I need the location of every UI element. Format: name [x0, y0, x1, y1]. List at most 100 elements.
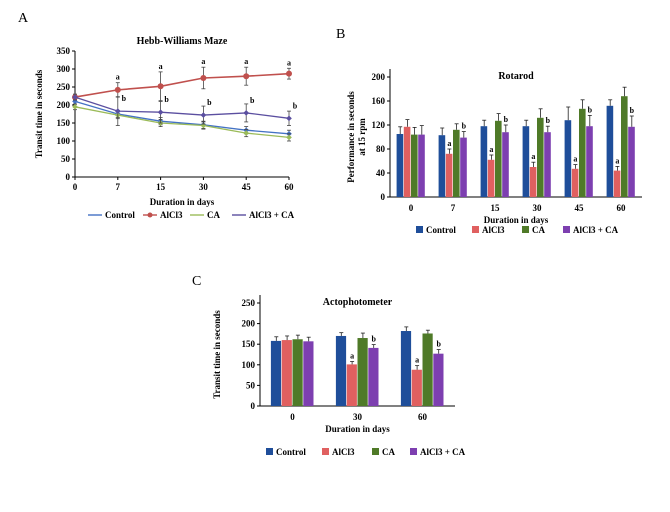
bar — [411, 369, 422, 406]
legend-swatch — [322, 448, 329, 455]
x-tick-label: 0 — [290, 412, 295, 422]
x-tick-label: 0 — [73, 182, 78, 192]
panel-label-a: A — [18, 11, 29, 26]
legend-label: AlCl3 — [332, 447, 355, 457]
y-tick-label: 200 — [242, 319, 256, 329]
y-tick-label: 0 — [381, 192, 386, 202]
data-point — [200, 112, 207, 118]
bar — [460, 137, 467, 197]
y-tick-label: 80 — [376, 144, 386, 154]
y-tick-label: 100 — [242, 360, 256, 370]
series-line-0 — [74, 100, 290, 135]
legend-label: CA — [532, 225, 545, 235]
y-tick-label: 250 — [57, 82, 71, 92]
x-tick-label: 60 — [285, 182, 295, 192]
data-point — [286, 134, 292, 141]
x-tick-label: 7 — [451, 203, 456, 213]
y-tick-label: 250 — [242, 298, 256, 308]
x-tick-label: 60 — [617, 203, 627, 213]
bar — [495, 120, 502, 197]
legend-swatch — [472, 226, 479, 233]
y-tick-label: 50 — [61, 154, 71, 164]
y-tick-label: 150 — [242, 339, 256, 349]
legend-swatch — [410, 448, 417, 455]
bar — [292, 339, 303, 406]
y-tick-label: 0 — [66, 172, 71, 182]
data-point — [243, 130, 250, 136]
chart-title: Rotarod — [498, 71, 534, 82]
x-tick-label: 45 — [575, 203, 585, 213]
y-tick-label: 40 — [376, 168, 386, 178]
bar-chart-actophotometer: Actophotometer 0 50 100 150 200 250 0 30 a b 60 a b Du… — [212, 295, 466, 457]
legend-label: AlCl3 — [160, 210, 183, 220]
y-tick-label: 300 — [57, 64, 71, 74]
bar — [270, 340, 282, 406]
x-axis-label: Duration in days — [325, 424, 390, 434]
y-tick-label: 200 — [372, 72, 386, 82]
bar — [400, 331, 412, 406]
bar — [537, 117, 544, 197]
legend-marker — [147, 212, 153, 218]
y-tick-label: 50 — [246, 380, 256, 390]
bar — [544, 132, 551, 197]
significance-label: b — [436, 340, 441, 349]
legend-label: AlCl3 — [482, 225, 505, 235]
significance-label: a — [116, 73, 120, 82]
x-tick-label: 0 — [409, 203, 414, 213]
data-point — [72, 103, 78, 110]
y-axis-label: Transit time in seconds — [34, 69, 44, 158]
data-point — [286, 115, 292, 122]
significance-label: b — [462, 122, 467, 131]
x-tick-label: 30 — [353, 412, 363, 422]
bar — [579, 108, 586, 197]
x-axis-label: Duration in days — [484, 215, 549, 225]
x-tick-label: 60 — [418, 412, 428, 422]
x-tick-label: 30 — [533, 203, 543, 213]
significance-label: a — [201, 57, 205, 66]
y-axis-label: Performance in seconds — [346, 91, 356, 183]
significance-label: a — [447, 139, 451, 148]
bar — [281, 340, 292, 406]
y-tick-label: 100 — [57, 136, 71, 146]
significance-label: a — [531, 152, 535, 161]
significance-label: a — [244, 57, 248, 66]
bar — [411, 134, 418, 197]
significance-label: b — [371, 335, 376, 344]
x-axis-label: Duration in days — [150, 197, 215, 207]
bar — [418, 134, 425, 197]
significance-label: b — [630, 106, 635, 115]
significance-label: b — [504, 115, 509, 124]
y-tick-label: 200 — [57, 100, 71, 110]
bar — [357, 338, 368, 406]
legend-label: Control — [426, 225, 456, 235]
panel-label-c: C — [192, 274, 201, 289]
bar — [529, 167, 537, 197]
legend-label: AlCl3 + CA — [420, 447, 466, 457]
x-tick-label: 15 — [156, 182, 166, 192]
y-tick-label: 0 — [251, 401, 256, 411]
series-line-3 — [74, 96, 290, 119]
bar — [422, 333, 433, 406]
data-point — [200, 75, 207, 81]
legend-swatch — [563, 226, 570, 233]
y-tick-label: 150 — [57, 118, 71, 128]
bar — [346, 364, 357, 406]
legend-label: AlCl3 + CA — [573, 225, 619, 235]
bar — [335, 335, 347, 406]
significance-label: b — [250, 96, 255, 105]
data-point — [243, 110, 250, 116]
bar — [564, 120, 572, 197]
bar — [613, 170, 621, 197]
bar — [396, 134, 404, 197]
legend-swatch — [372, 448, 379, 455]
y-tick-label: 160 — [372, 96, 386, 106]
series-line-2 — [74, 106, 290, 139]
significance-label: a — [350, 352, 354, 361]
legend-label: CA — [382, 447, 395, 457]
x-tick-label: 45 — [242, 182, 252, 192]
bar — [303, 341, 314, 406]
significance-label: b — [293, 101, 298, 110]
significance-label: b — [164, 95, 169, 104]
bar — [480, 126, 488, 197]
